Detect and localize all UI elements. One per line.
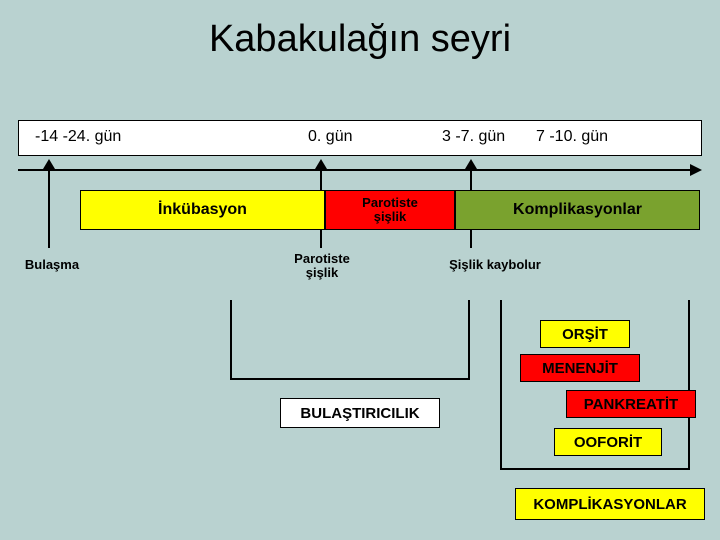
phase-segment: İnkübasyon (80, 190, 325, 230)
phase-segment: Komplikasyonlar (455, 190, 700, 230)
timeline-label: 0. gün (308, 128, 388, 146)
diagram-title: Kabakulağın seyri (0, 18, 720, 61)
complication-item: MENENJİT (520, 354, 640, 382)
phase-segment: Parotisteşişlik (325, 190, 455, 230)
complications-group-box: KOMPLİKASYONLAR (515, 488, 705, 520)
timeline-arrow (18, 169, 690, 171)
event-label: Parotisteşişlik (282, 252, 362, 281)
event-label: Şişlik kaybolur (435, 258, 555, 272)
event-label: Bulaşma (12, 258, 92, 272)
timeline-label: 7 -10. gün (536, 128, 636, 146)
infectivity-bracket (230, 300, 470, 380)
timeline-label: -14 -24. gün (35, 128, 185, 146)
complication-item: OOFORİT (554, 428, 662, 456)
complication-item: PANKREATİT (566, 390, 696, 418)
timeline-label: 3 -7. gün (442, 128, 532, 146)
timeline-arrow-head (690, 164, 702, 176)
complication-item: ORŞİT (540, 320, 630, 348)
event-arrow (48, 169, 50, 248)
infectivity-box: BULAŞTIRICILIK (280, 398, 440, 428)
